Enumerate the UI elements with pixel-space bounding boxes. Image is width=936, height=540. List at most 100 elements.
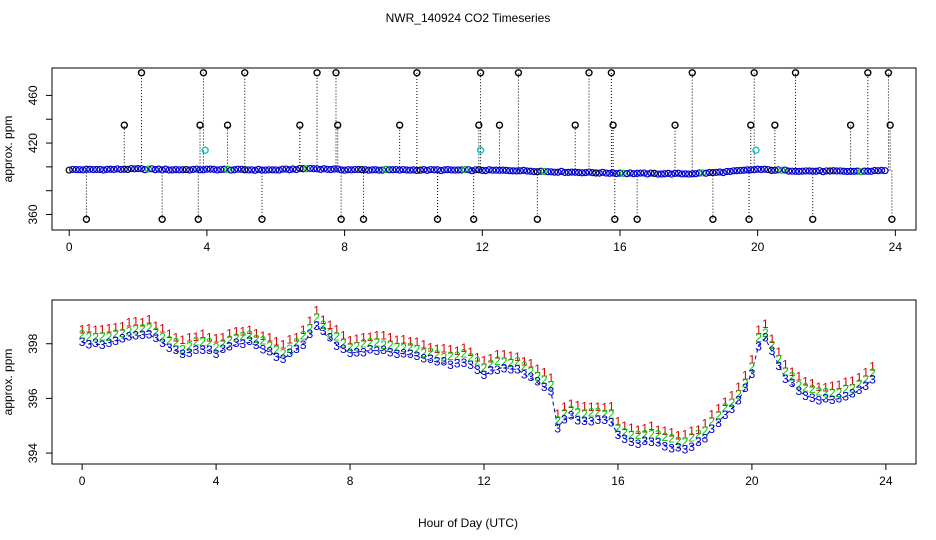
observation-point xyxy=(427,165,435,174)
series-2-point: 2 xyxy=(380,338,387,352)
x-tick-label: 4 xyxy=(213,474,220,488)
series-2-point: 2 xyxy=(795,378,802,392)
observation-point xyxy=(285,166,294,174)
x-tick-label: 24 xyxy=(889,240,903,254)
series-3-point: 3 xyxy=(869,373,876,387)
series-2-point: 2 xyxy=(186,339,193,353)
series-1-point: 1 xyxy=(742,369,749,383)
series-2-point: 2 xyxy=(715,408,722,422)
series-1-point: 1 xyxy=(394,333,401,347)
series-3-point: 3 xyxy=(246,334,253,348)
observation-point xyxy=(654,170,662,178)
observation-point xyxy=(358,166,366,174)
observation-point xyxy=(606,169,614,177)
series-2-point: 2 xyxy=(233,331,240,345)
series-3-point: 3 xyxy=(769,344,776,358)
flagged-high-point xyxy=(296,121,304,129)
observation-point xyxy=(368,166,376,174)
observation-point xyxy=(272,166,280,174)
observation-point xyxy=(526,167,535,175)
series-2-point: 2 xyxy=(749,360,756,374)
observation-point xyxy=(134,165,142,173)
series-3-point: 3 xyxy=(595,413,602,427)
observation-point xyxy=(705,168,714,177)
observation-point xyxy=(475,166,483,174)
flagged-low-point xyxy=(745,215,753,223)
series-1-point: 1 xyxy=(789,365,796,379)
series-1-point: 1 xyxy=(313,304,320,318)
series-3-point: 3 xyxy=(856,383,863,397)
series-2-point: 2 xyxy=(99,330,106,344)
observation-point xyxy=(296,164,304,173)
series-3-point: 3 xyxy=(675,440,682,454)
series-1-point: 1 xyxy=(199,327,206,341)
series-3-point: 3 xyxy=(347,346,354,360)
series-3-point: 3 xyxy=(648,435,655,449)
observation-point xyxy=(100,166,108,174)
flagged-low-point xyxy=(158,215,166,223)
observation-point xyxy=(468,167,476,175)
observation-point xyxy=(719,169,727,177)
observation-point xyxy=(774,166,782,174)
series-3-point: 3 xyxy=(655,436,662,450)
series-3-point: 3 xyxy=(447,358,454,372)
observation-point xyxy=(853,167,862,175)
series-2-point: 2 xyxy=(574,405,581,419)
series-3-point: 3 xyxy=(621,432,628,446)
observation-point xyxy=(186,166,194,174)
observation-point xyxy=(757,165,765,174)
series-1-point: 1 xyxy=(139,315,146,329)
series-2-point: 2 xyxy=(695,427,702,441)
series-3-point: 3 xyxy=(775,359,782,373)
series-2-point: 2 xyxy=(280,346,287,360)
series-3-point: 3 xyxy=(487,363,494,377)
series-3-point: 3 xyxy=(99,338,106,352)
observation-point xyxy=(96,165,104,174)
observation-point xyxy=(206,165,214,173)
observation-point xyxy=(877,166,886,174)
series-3-point: 3 xyxy=(380,343,387,357)
flagged-low-point xyxy=(359,215,368,223)
series-3-point: 3 xyxy=(327,331,334,345)
observation-point xyxy=(337,166,345,174)
series-2-point: 2 xyxy=(246,328,253,342)
observation-point xyxy=(382,165,390,174)
observation-point xyxy=(217,165,225,174)
observation-point xyxy=(165,166,173,174)
flagged-high-point xyxy=(671,121,679,129)
observation-point xyxy=(103,165,111,173)
series-1-point: 1 xyxy=(434,342,441,356)
series-1-point: 1 xyxy=(246,323,253,337)
series-3-point: 3 xyxy=(414,349,421,363)
observation-point xyxy=(106,165,115,173)
observation-point xyxy=(630,170,638,178)
series-2-point: 2 xyxy=(668,432,675,446)
observation-point xyxy=(82,165,91,173)
observation-point xyxy=(251,166,259,174)
observation-point xyxy=(199,166,208,174)
observation-point xyxy=(361,166,369,174)
x-axis-label: Hour of Day (UTC) xyxy=(418,516,518,530)
series-3-point: 3 xyxy=(79,335,86,349)
series-2-point: 2 xyxy=(434,347,441,361)
series-3-point: 3 xyxy=(454,356,461,370)
observation-point xyxy=(179,166,187,174)
series-1-point: 1 xyxy=(635,423,642,437)
observation-point xyxy=(833,167,841,175)
series-1-point: 1 xyxy=(829,379,836,393)
observation-point xyxy=(182,165,190,174)
series-3-point: 3 xyxy=(260,342,267,356)
series-2-point: 2 xyxy=(648,428,655,442)
flagged-high-point xyxy=(495,121,504,129)
series-2-point: 2 xyxy=(494,354,501,368)
observation-point xyxy=(168,166,177,174)
series-2-point: 2 xyxy=(561,407,568,421)
series-3-point: 3 xyxy=(842,390,849,404)
series-2-point: 2 xyxy=(427,345,434,359)
observation-point xyxy=(850,167,858,175)
observation-point xyxy=(860,167,868,175)
observation-point xyxy=(822,167,831,175)
observation-point xyxy=(454,166,462,174)
series-2-point: 2 xyxy=(842,382,849,396)
observation-point xyxy=(747,166,755,174)
